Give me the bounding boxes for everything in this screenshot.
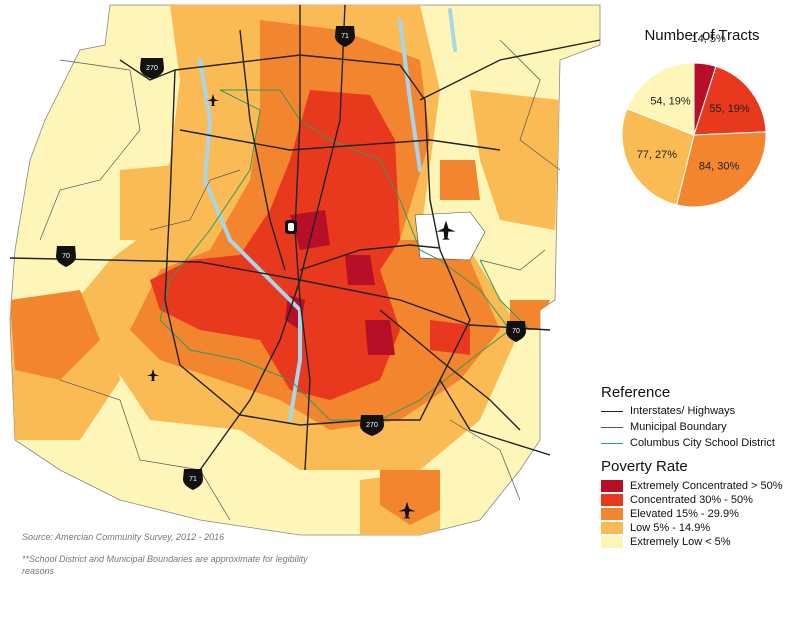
highway-line-swatch (601, 410, 623, 412)
legend-label: Extremely Low < 5% (630, 536, 731, 548)
pie-slice-low (621, 107, 695, 206)
stadium-icon (285, 220, 297, 234)
interstate-shields: 71 270 70 70 270 71 (56, 26, 526, 490)
highways (9, 4, 601, 471)
airport-icon (147, 369, 159, 381)
municipal-boundary (39, 59, 141, 241)
municipal-boundaries (39, 39, 561, 521)
tract-pie-chart: 14, 5% 55, 19% 84, 30% 77, 27% 54, 19% (621, 33, 767, 208)
source-note: Source: Amercian Community Survey, 2012 … (22, 532, 225, 542)
highway-us23 (294, 5, 311, 471)
highway-nw (119, 59, 176, 81)
highway-i670 (299, 244, 441, 271)
river (198, 58, 302, 422)
highway-161 (179, 129, 501, 151)
municipal-boundary (479, 249, 546, 271)
interstate-shield-icon: 71 (335, 26, 355, 47)
legend-label: Columbus City School District (630, 437, 775, 449)
pie-slice-concentrated (693, 65, 767, 136)
legend-item-highway: Interstates/ Highways (601, 405, 735, 417)
legend-item-elevated: Elevated 15% - 29.9% (601, 508, 739, 520)
municipal-boundary (149, 169, 241, 231)
shield-number: 270 (146, 65, 158, 72)
legend-item-low: Low 5% - 14.9% (601, 522, 710, 534)
airport-parcel (414, 211, 486, 261)
shield-number: 71 (189, 476, 197, 483)
pie-label: 14, 5% (692, 33, 726, 45)
legend-label: Municipal Boundary (630, 421, 727, 433)
water-features (198, 8, 457, 422)
legend-label: Interstates/ Highways (630, 405, 736, 417)
school-district-line (479, 259, 531, 331)
extremely-concentrated-tracts (285, 210, 395, 355)
tract-layer (10, 5, 560, 535)
municipal-boundary (449, 419, 521, 501)
interstate-shield-icon: 70 (56, 246, 76, 267)
pie-label: 77, 27% (637, 149, 678, 161)
concentrated-poverty-tracts (150, 90, 470, 400)
footnote: **School District and Municipal Boundari… (22, 554, 308, 576)
highway-ne (419, 39, 601, 101)
legend-item-extremely-low: Extremely Low < 5% (601, 536, 731, 548)
school-district-line-swatch (601, 442, 623, 444)
pie-slice-elevated (676, 131, 767, 208)
legend-label: Elevated 15% - 29.9% (630, 508, 739, 520)
pie-label: 55, 19% (709, 103, 750, 115)
highway-i270-loop (164, 54, 471, 426)
color-swatch (601, 536, 623, 548)
color-swatch (601, 522, 623, 534)
interstate-shield-icon: 71 (183, 469, 203, 490)
school-district-boundary (159, 89, 531, 421)
pie-label: 84, 30% (699, 161, 740, 173)
highway-sr315 (239, 29, 286, 271)
reference-legend-title: Reference (601, 384, 671, 401)
airport-icon (398, 501, 416, 519)
legend-label: Concentrated 30% - 50% (630, 494, 753, 506)
highway-i71 (199, 4, 346, 471)
airport-area (414, 211, 486, 261)
legend-label: Extremely Concentrated > 50% (630, 480, 783, 492)
legend-item-municipal: Municipal Boundary (601, 421, 727, 433)
color-swatch (601, 480, 623, 492)
shield-number: 71 (341, 33, 349, 40)
color-swatch (601, 508, 623, 520)
interstate-shield-icon: 270 (140, 58, 164, 79)
legend-label: Low 5% - 14.9% (630, 522, 711, 534)
municipal-boundary (499, 39, 561, 171)
highway-i70 (9, 257, 551, 331)
river (398, 18, 422, 172)
airport-icon (436, 220, 456, 240)
school-district-line (159, 89, 511, 421)
municipal-boundary (59, 379, 231, 521)
map-markers (147, 94, 456, 519)
pie-slice-extremely-low (626, 62, 695, 136)
pie-chart-title: Number of Tracts (644, 27, 760, 44)
legend-item-school-district: Columbus City School District (601, 437, 775, 449)
municipal-line-swatch (601, 426, 623, 428)
highway-us33 (379, 309, 521, 431)
color-swatch (601, 494, 623, 506)
interstate-shield-icon: 270 (360, 415, 384, 436)
shield-number: 270 (366, 422, 378, 429)
shield-number: 70 (512, 328, 520, 335)
shield-number: 70 (62, 253, 70, 260)
airport-icon (207, 94, 219, 106)
highway-spur (439, 379, 551, 456)
legend-item-extremely-concentrated: Extremely Concentrated > 50% (601, 480, 783, 492)
river (448, 8, 457, 52)
poverty-legend-title: Poverty Rate (601, 458, 688, 475)
interstate-shield-icon: 70 (506, 321, 526, 342)
legend-item-concentrated: Concentrated 30% - 50% (601, 494, 753, 506)
pie-label: 54, 19% (650, 95, 691, 107)
